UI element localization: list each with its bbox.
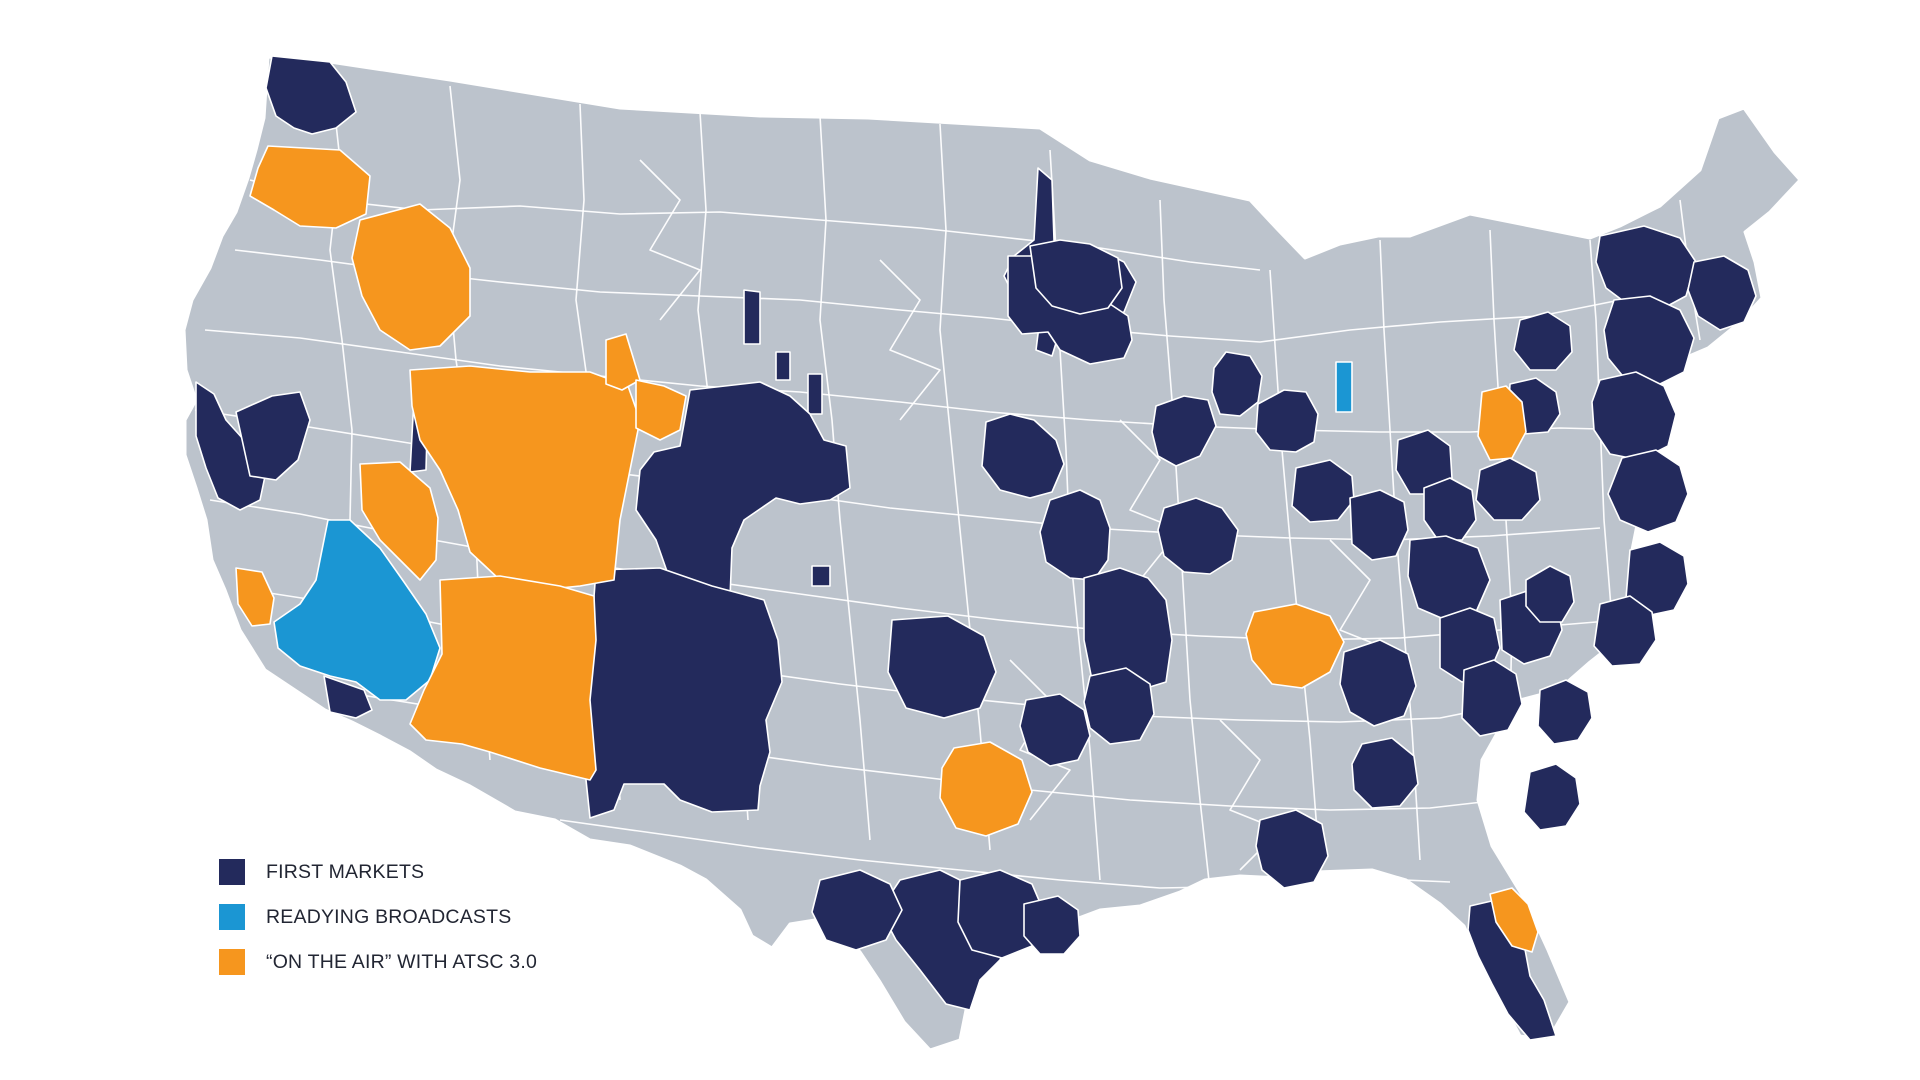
market-region [1687, 255, 1757, 331]
market-region [605, 333, 641, 391]
map-legend: FIRST MARKETS READYING BROADCASTS “ON TH… [219, 858, 537, 976]
market-region [409, 575, 597, 781]
market-region [1423, 477, 1477, 541]
market-region [409, 365, 641, 591]
legend-label-readying-broadcasts: READYING BROADCASTS [266, 905, 512, 928]
market-region [1525, 565, 1575, 623]
market-region [1029, 239, 1123, 315]
market-region [1593, 595, 1657, 667]
legend-item-on-the-air: “ON THE AIR” WITH ATSC 3.0 [219, 948, 537, 976]
market-region [1513, 311, 1573, 371]
market-region [359, 461, 439, 581]
legend-swatch-on-the-air [219, 949, 245, 975]
market-region [1407, 535, 1491, 621]
market-region [249, 145, 371, 229]
market-region [1255, 809, 1329, 889]
market-region [635, 379, 687, 441]
market-region [1595, 225, 1697, 311]
market-region [323, 675, 373, 719]
market-region [1523, 763, 1581, 831]
market-region [351, 203, 471, 351]
market-region [583, 567, 783, 819]
market-region [1157, 497, 1239, 575]
market-region [1151, 395, 1217, 467]
market-region [743, 289, 761, 345]
market-region [265, 55, 357, 135]
market-region [1245, 603, 1345, 689]
on-the-air-regions [235, 145, 1539, 953]
legend-item-readying-broadcasts: READYING BROADCASTS [219, 903, 537, 931]
market-region [1339, 639, 1417, 727]
market-region [1537, 679, 1593, 745]
first-markets-regions [195, 55, 1757, 1041]
market-region [1603, 295, 1695, 387]
legend-swatch-readying-broadcasts [219, 904, 245, 930]
market-region [1591, 371, 1677, 461]
legend-label-first-markets: FIRST MARKETS [266, 860, 425, 883]
legend-swatch-first-markets [219, 859, 245, 885]
market-region [775, 351, 791, 381]
market-region [1255, 389, 1319, 453]
market-region [235, 567, 275, 627]
market-region [1039, 489, 1111, 581]
market-region [195, 381, 269, 511]
market-region [1477, 385, 1527, 461]
readying-broadcasts-regions [273, 361, 1353, 701]
market-region [1349, 489, 1409, 561]
legend-item-first-markets: FIRST MARKETS [219, 858, 537, 886]
market-region [1083, 667, 1155, 745]
market-region [939, 741, 1033, 837]
market-region [887, 615, 997, 719]
market-region [1019, 693, 1091, 767]
market-region [811, 565, 831, 587]
market-region [1351, 737, 1419, 809]
market-region [1489, 887, 1539, 953]
market-region [811, 869, 903, 951]
market-region [807, 373, 823, 415]
market-region [635, 381, 851, 611]
market-region [1083, 567, 1173, 693]
market-region [1461, 659, 1523, 737]
market-region [1291, 459, 1355, 523]
legend-label-on-the-air: “ON THE AIR” WITH ATSC 3.0 [266, 950, 538, 973]
market-region [1475, 457, 1541, 521]
market-region [1607, 449, 1689, 533]
market-region [273, 519, 441, 701]
market-region [981, 413, 1065, 499]
market-region [235, 391, 311, 481]
market-region [1211, 351, 1263, 417]
market-region [1023, 895, 1081, 955]
market-region [1335, 361, 1353, 413]
